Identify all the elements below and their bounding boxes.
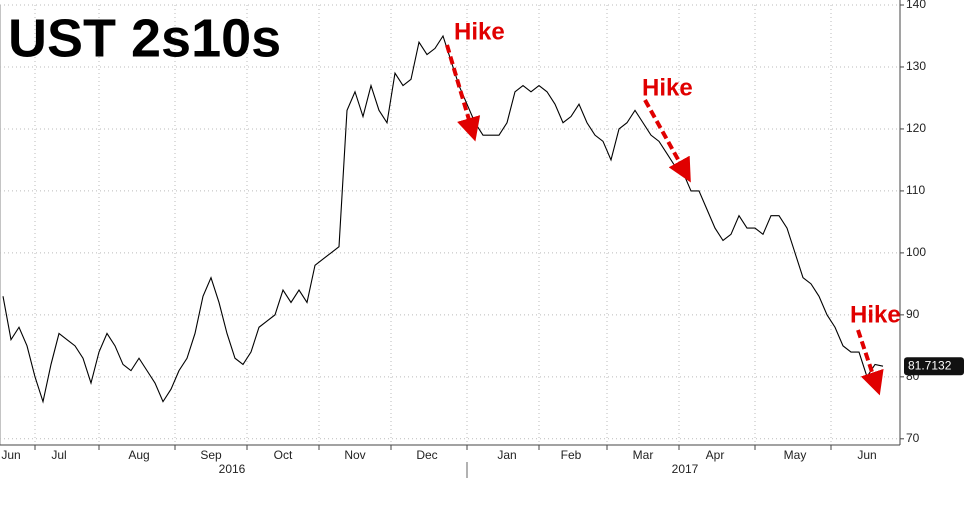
annotation-arrow xyxy=(643,99,691,183)
x-tick-label: Jul xyxy=(51,448,66,462)
x-tick-label: Sep xyxy=(200,448,222,462)
y-tick-label: 110 xyxy=(906,183,925,197)
x-tick-label: Jun xyxy=(1,448,20,462)
annotation-arrow xyxy=(856,329,884,396)
x-tick-label: Mar xyxy=(633,448,654,462)
x-tick-label: Feb xyxy=(561,448,582,462)
annotation: Hike xyxy=(850,301,901,328)
annotation-arrow xyxy=(445,44,481,142)
y-tick-label: 120 xyxy=(906,121,926,135)
x-tick-label: Aug xyxy=(128,448,149,462)
y-tick-label: 100 xyxy=(906,245,926,259)
x-tick-label: Jan xyxy=(497,448,516,462)
annotation: Hike xyxy=(642,74,693,101)
chart-title: UST 2s10s xyxy=(8,8,281,68)
x-tick-label: Jun xyxy=(857,448,876,462)
x-tick-label: Oct xyxy=(274,448,293,462)
y-tick-label: 90 xyxy=(906,307,920,321)
last-value-box xyxy=(904,357,964,376)
y-tick-label: 140 xyxy=(906,0,926,11)
x-tick-label: May xyxy=(784,448,807,462)
year-label: 2017 xyxy=(672,462,699,476)
year-label: 2016 xyxy=(219,462,246,476)
line-series xyxy=(2,34,884,404)
y-tick-label: 70 xyxy=(906,431,920,445)
x-tick-label: Apr xyxy=(706,448,725,462)
annotation: Hike xyxy=(454,18,505,45)
x-tick-label: Dec xyxy=(416,448,437,462)
last-value-label: 81.7132 xyxy=(908,358,952,372)
y-tick-label: 130 xyxy=(906,59,926,73)
x-tick-label: Nov xyxy=(344,448,365,462)
